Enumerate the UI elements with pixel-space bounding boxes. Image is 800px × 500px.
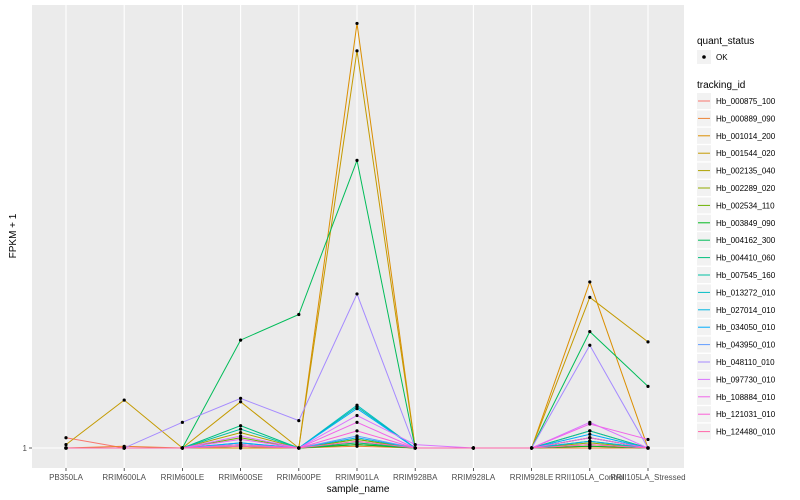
legend-series-label: Hb_001014_200 (716, 132, 776, 141)
legend-series-label: Hb_027014_010 (716, 306, 776, 315)
data-point (355, 439, 359, 443)
data-point (355, 21, 359, 26)
data-point (646, 437, 650, 442)
data-point (239, 427, 243, 431)
data-point (239, 437, 243, 442)
data-point (588, 422, 592, 426)
data-point (646, 340, 650, 344)
legend-series-label: Hb_097730_010 (716, 375, 776, 384)
legend-series-label: Hb_043950_010 (716, 341, 776, 350)
legend-quant-title: quant_status (697, 36, 754, 47)
legend-series-label: Hb_048110_010 (716, 358, 775, 367)
x-axis-ticks: PB350LA RRIM600LA RRIM600LE RRIM600SE RRIM60… (49, 468, 686, 482)
legend-quant-point (702, 55, 706, 59)
data-point (588, 280, 592, 284)
x-tick-label: RRIM928LA (452, 473, 496, 482)
data-point (413, 446, 417, 450)
data-point (588, 439, 592, 443)
data-point (646, 384, 650, 388)
data-point (588, 295, 592, 299)
x-tick-label: RRIM600SE (218, 473, 262, 482)
data-point (180, 446, 184, 450)
x-tick-label: RRIM600LA (102, 473, 146, 482)
legend-series-label: Hb_003849_090 (716, 219, 776, 228)
data-point (297, 446, 301, 450)
data-point (588, 432, 592, 436)
data-point (122, 446, 126, 450)
data-points (64, 21, 650, 450)
data-point (355, 158, 359, 162)
data-point (355, 434, 359, 438)
data-point (355, 420, 359, 424)
x-tick-label: PB350LA (49, 473, 83, 482)
data-point (355, 413, 359, 418)
data-point (355, 407, 359, 411)
data-point (588, 343, 592, 347)
legend-series-label: Hb_001544_020 (716, 149, 776, 158)
y-tick-label: 1 (23, 444, 28, 453)
legend-series-label: Hb_124480_010 (716, 428, 776, 437)
legend-quant-label: OK (716, 53, 728, 62)
data-point (180, 420, 184, 424)
legend-tracking-title: tracking_id (697, 80, 745, 91)
data-point (588, 329, 592, 334)
legend: quant_status OK tracking_id Hb_000875_10… (697, 36, 776, 440)
data-point (239, 424, 243, 428)
data-point (355, 292, 359, 296)
data-point (355, 429, 359, 433)
data-point (646, 446, 650, 450)
legend-series-label: Hb_004410_060 (716, 254, 776, 263)
data-point (588, 436, 592, 440)
data-point (64, 442, 68, 447)
data-point (239, 338, 243, 342)
data-point (588, 429, 592, 433)
data-point (297, 312, 301, 317)
x-tick-label: RRII105LA_Stressed (610, 473, 685, 482)
x-tick-label: RRIM901LA (335, 473, 379, 482)
data-point (297, 419, 301, 423)
legend-series-label: Hb_013272_010 (716, 288, 776, 297)
legend-series-label: Hb_121031_010 (716, 410, 776, 419)
legend-series-label: Hb_007545_160 (716, 271, 776, 280)
x-tick-label: RRIM600PE (277, 473, 321, 482)
legend-series-label: Hb_108884_010 (716, 393, 776, 402)
legend-series-label: Hb_000875_100 (716, 97, 776, 106)
y-axis-title: FPKM + 1 (8, 213, 19, 258)
legend-series-items: Hb_000875_100 Hb_000889_090 Hb_001014_200 H… (697, 93, 776, 440)
legend-series-label: Hb_034050_010 (716, 323, 776, 332)
data-point (355, 49, 359, 53)
legend-series-label: Hb_000889_090 (716, 114, 776, 123)
data-point (239, 400, 243, 404)
x-tick-label: RRIM600LE (161, 473, 205, 482)
x-tick-label: RRIM928BA (393, 473, 438, 482)
data-point (471, 446, 475, 450)
plot-panel (32, 5, 684, 468)
x-axis-title: sample_name (327, 484, 390, 495)
legend-series-label: Hb_002534_110 (716, 201, 775, 210)
data-point (530, 446, 534, 450)
legend-series-label: Hb_002289_020 (716, 184, 776, 193)
data-point (239, 434, 243, 438)
data-point (122, 398, 126, 402)
y-axis-ticks: 1 (23, 444, 32, 453)
x-tick-label: RRIM928LE (510, 473, 554, 482)
data-point (239, 430, 243, 435)
legend-quant-items: OK (697, 50, 728, 64)
data-point (355, 403, 359, 407)
x-tick-label: RRII105LA_Control (555, 473, 625, 482)
data-point (588, 442, 592, 447)
legend-series-label: Hb_002135_040 (716, 167, 776, 176)
data-point (239, 444, 243, 448)
data-point (64, 446, 68, 450)
data-point (64, 436, 68, 440)
data-point (239, 396, 243, 400)
data-point (413, 442, 417, 447)
legend-series-label: Hb_004162_300 (716, 236, 776, 245)
